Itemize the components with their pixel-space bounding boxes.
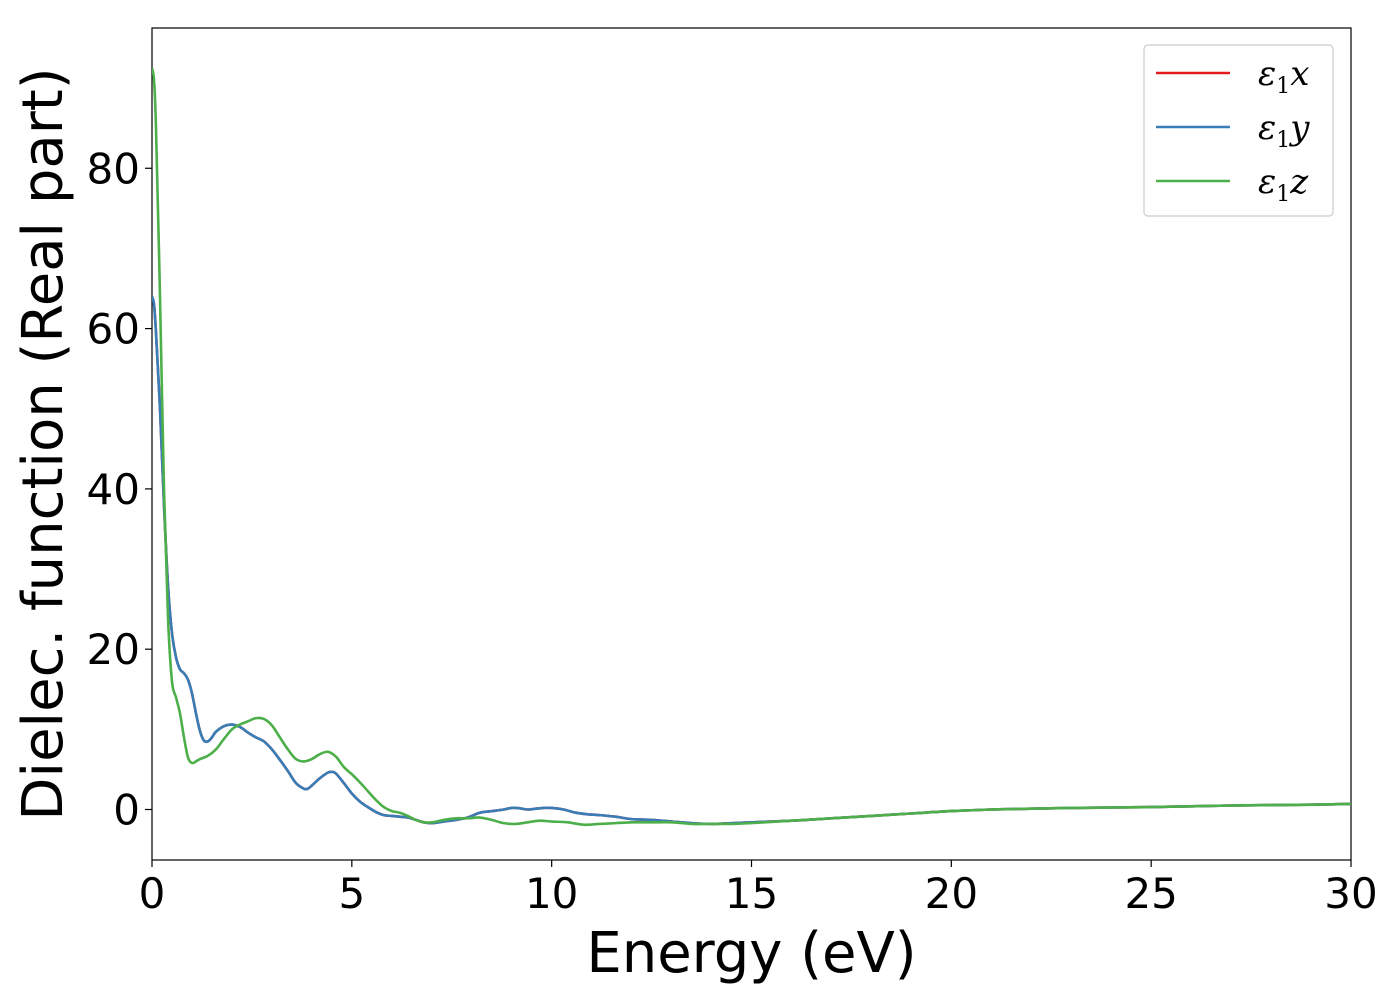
y-axis-label: Dielec. function (Real part) bbox=[11, 67, 76, 820]
legend-box bbox=[1143, 44, 1334, 217]
x-tick-label: 25 bbox=[1124, 869, 1177, 918]
x-tick-label: 5 bbox=[338, 869, 365, 918]
x-tick-label: 30 bbox=[1324, 869, 1377, 918]
x-tick-label: 15 bbox=[725, 869, 778, 918]
legend-label-x: ε1x bbox=[1258, 54, 1309, 99]
y-tick-label: 80 bbox=[87, 144, 140, 193]
legend-label-y: ε1y bbox=[1258, 108, 1310, 153]
x-tick-label: 20 bbox=[925, 869, 978, 918]
legend: ε1x ε1y ε1z bbox=[1143, 44, 1334, 217]
x-tick-label: 10 bbox=[525, 869, 578, 918]
y-tick-label: 60 bbox=[87, 305, 140, 354]
x-axis-ticks: 0 5 10 15 20 25 30 bbox=[139, 860, 1378, 918]
legend-label-z: ε1z bbox=[1258, 162, 1309, 207]
y-tick-label: 0 bbox=[113, 786, 140, 835]
y-axis-ticks: 0 20 40 60 80 bbox=[87, 144, 152, 835]
series-line-x bbox=[152, 296, 1351, 826]
series-line-z bbox=[152, 67, 1351, 827]
series-line-y bbox=[152, 296, 1351, 826]
series-lines bbox=[152, 67, 1351, 827]
x-tick-label: 0 bbox=[139, 869, 166, 918]
x-axis-label: Energy (eV) bbox=[586, 921, 916, 986]
y-tick-label: 40 bbox=[87, 465, 140, 514]
y-tick-label: 20 bbox=[87, 625, 140, 674]
